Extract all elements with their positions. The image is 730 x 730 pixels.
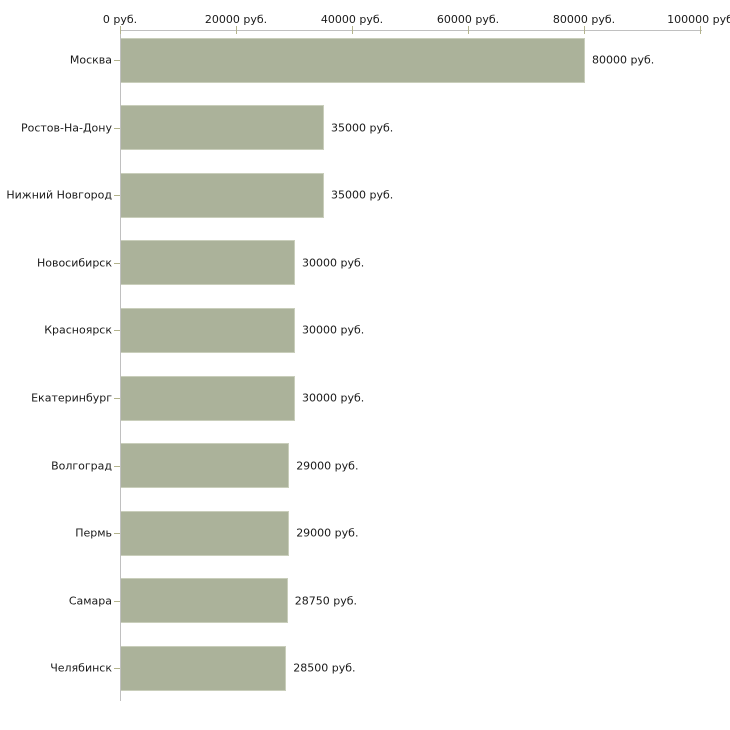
x-tick-label: 80000 руб. [552, 13, 616, 26]
category-tick-mark [114, 465, 120, 467]
bar [121, 375, 295, 421]
value-label: 28500 руб. [293, 661, 356, 675]
category-label: Нижний Новгород [6, 188, 112, 202]
category-tick-mark [114, 398, 120, 399]
bar-row: Волгоград 29000 руб. [0, 443, 730, 489]
category-label: Красноярск [44, 323, 112, 337]
y-axis-line [120, 30, 121, 701]
category-label: Москва [69, 53, 112, 67]
x-tick-label: 20000 руб. [204, 13, 268, 26]
category-tick-mark [114, 262, 120, 264]
x-tick-label: 0 руб. [102, 13, 138, 26]
bar-row: Пермь 29000 руб. [0, 510, 730, 556]
value-label: 30000 руб. [302, 323, 365, 337]
bar-row: Екатеринбург 30000 руб. [0, 375, 730, 421]
x-tick-mark [699, 26, 701, 34]
category-label: Волгоград [51, 459, 112, 473]
value-label: 30000 руб. [302, 256, 365, 270]
category-label: Екатеринбург [31, 391, 112, 405]
bar [121, 105, 324, 151]
bar-row: Новосибирск 30000 руб. [0, 240, 730, 286]
bar [121, 645, 287, 691]
category-tick-mark [114, 195, 120, 197]
bar-row: Красноярск 30000 руб. [0, 307, 730, 353]
x-tick-mark [467, 26, 469, 34]
x-tick-label: 60000 руб. [436, 13, 500, 26]
bar [121, 510, 290, 556]
x-axis-line [120, 30, 702, 31]
x-tick-label: 40000 руб. [320, 13, 384, 26]
x-tick-mark [235, 26, 237, 34]
value-label: 29000 руб. [296, 526, 359, 540]
value-label: 35000 руб. [331, 188, 394, 202]
bar [121, 443, 290, 489]
category-label: Самара [68, 594, 112, 608]
value-label: 30000 руб. [302, 391, 365, 405]
bar-row: Ростов-На-Дону 35000 руб. [0, 105, 730, 151]
category-label: Пермь [75, 526, 112, 540]
category-label: Челябинск [50, 661, 112, 675]
value-label: 28750 руб. [294, 594, 358, 608]
category-tick-mark [114, 127, 120, 129]
category-label: Новосибирск [36, 256, 112, 270]
value-label: 80000 руб. [592, 53, 655, 67]
category-tick-mark [114, 60, 120, 61]
bar [121, 37, 585, 83]
category-tick-mark [114, 600, 120, 602]
bar-row: Нижний Новгород 35000 руб. [0, 172, 730, 218]
bar-row: Москва 80000 руб. [0, 37, 730, 83]
value-label: 29000 руб. [296, 459, 359, 473]
bar [121, 240, 295, 286]
bar [121, 578, 288, 624]
bar [121, 172, 324, 218]
bar-row: Самара 28750 руб. [0, 578, 730, 624]
category-label: Ростов-На-Дону [20, 121, 112, 135]
bar-row: Челябинск 28500 руб. [0, 645, 730, 691]
x-tick-mark [583, 26, 585, 34]
category-tick-mark [114, 330, 120, 332]
value-label: 35000 руб. [331, 121, 394, 135]
x-tick-mark [351, 26, 353, 34]
category-tick-mark [114, 668, 120, 670]
x-tick-mark [119, 26, 121, 34]
x-tick-label: 100000 руб [667, 13, 730, 26]
bar [121, 307, 295, 353]
category-tick-mark [114, 533, 120, 535]
